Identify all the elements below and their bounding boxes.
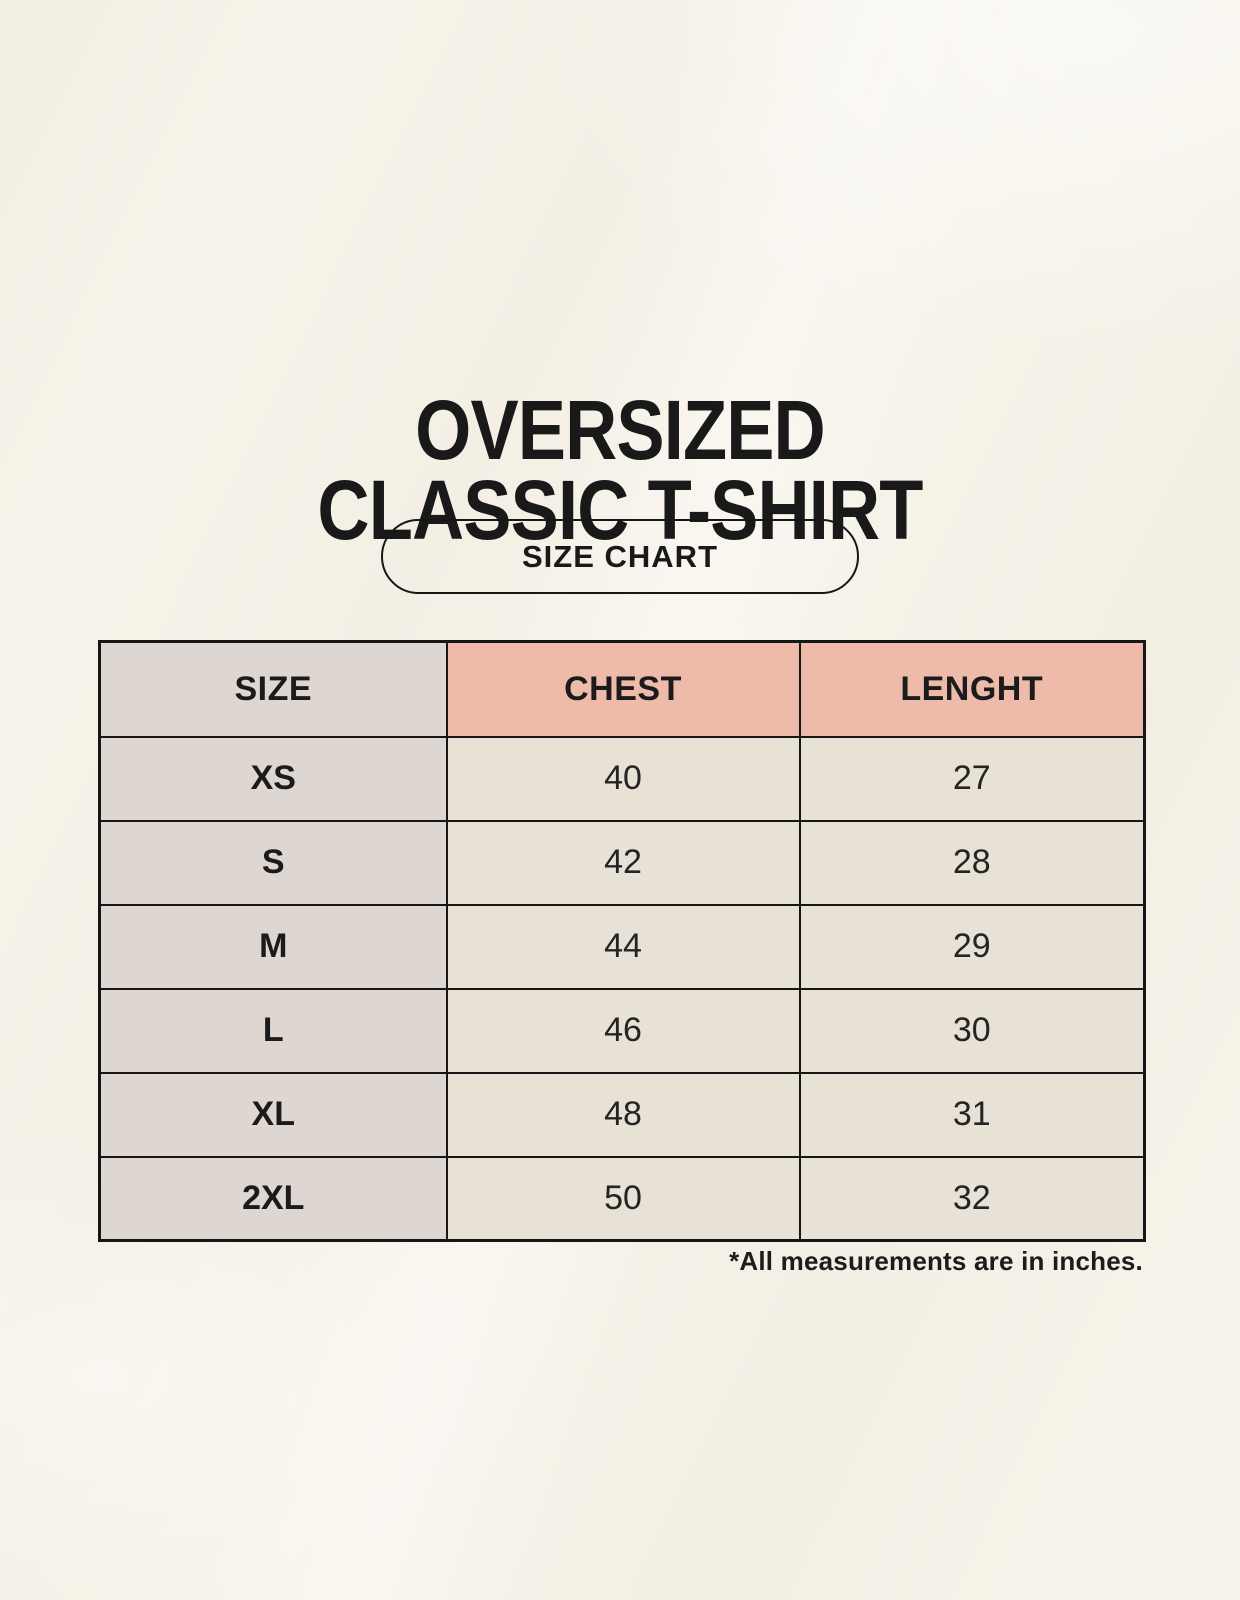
lenght-value-xl: 31 — [798, 1071, 1146, 1158]
size-label-s: S — [98, 819, 448, 906]
size-label-xl: XL — [98, 1071, 448, 1158]
table-row: S 42 28 — [98, 819, 1146, 906]
chest-value-l: 46 — [445, 987, 801, 1074]
lenght-value-2xl: 32 — [798, 1155, 1146, 1242]
lenght-value-xs: 27 — [798, 735, 1146, 822]
size-chart-button[interactable]: SIZE CHART — [381, 519, 859, 594]
size-table: SIZE CHEST LENGHT XS 40 27 S 42 28 M 44 … — [98, 640, 1146, 1242]
lenght-value-l: 30 — [798, 987, 1146, 1074]
table-row: L 46 30 — [98, 987, 1146, 1074]
table-row: 2XL 50 32 — [98, 1155, 1146, 1242]
chest-value-xl: 48 — [445, 1071, 801, 1158]
page-title-line1: OVERSIZED — [415, 383, 826, 478]
measurements-footnote: *All measurements are in inches. — [729, 1246, 1143, 1276]
column-header-size: SIZE — [98, 640, 448, 738]
table-row: M 44 29 — [98, 903, 1146, 990]
size-label-l: L — [98, 987, 448, 1074]
table-header-row: SIZE CHEST LENGHT — [98, 640, 1146, 738]
size-label-m: M — [98, 903, 448, 990]
chest-value-s: 42 — [445, 819, 801, 906]
table-row: XL 48 31 — [98, 1071, 1146, 1158]
size-label-xs: XS — [98, 735, 448, 822]
chest-value-m: 44 — [445, 903, 801, 990]
chest-value-xs: 40 — [445, 735, 801, 822]
lenght-value-m: 29 — [798, 903, 1146, 990]
size-label-2xl: 2XL — [98, 1155, 448, 1242]
column-header-lenght: LENGHT — [798, 640, 1146, 738]
lenght-value-s: 28 — [798, 819, 1146, 906]
table-row: XS 40 27 — [98, 735, 1146, 822]
column-header-chest: CHEST — [445, 640, 801, 738]
chest-value-2xl: 50 — [445, 1155, 801, 1242]
